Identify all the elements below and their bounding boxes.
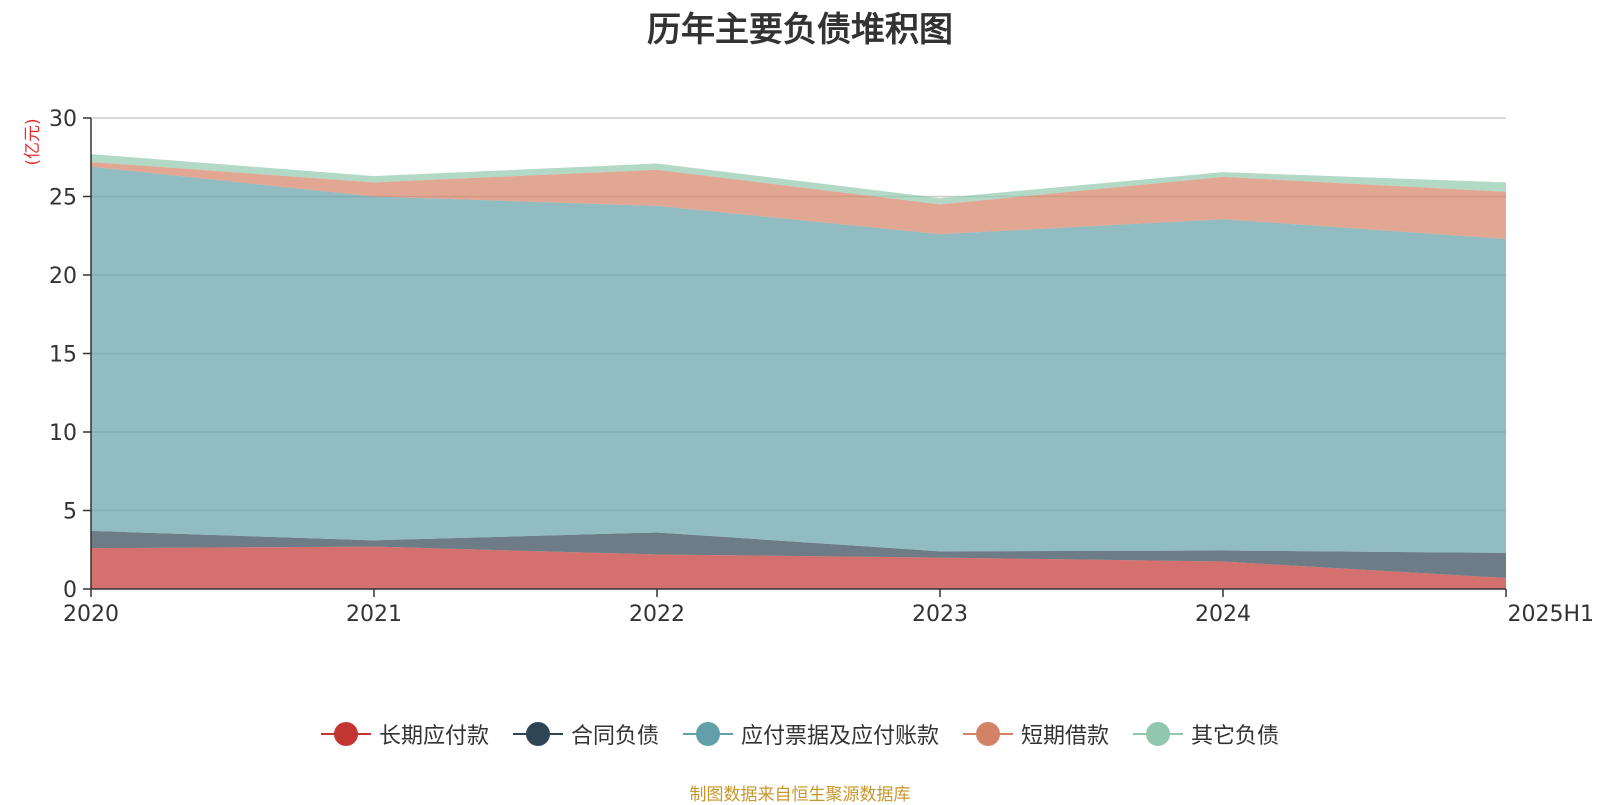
area-series-3 (91, 166, 1506, 553)
axes (83, 117, 1507, 597)
legend-item-4[interactable]: 短期借款 (963, 718, 1109, 750)
area-series-1 (91, 546, 1506, 589)
legend-item-1[interactable]: 长期应付款 (320, 718, 489, 750)
x-tick-label: 2025H1 (1507, 602, 1594, 627)
legend-label: 短期借款 (1021, 724, 1110, 749)
legend-label: 其它负债 (1191, 724, 1280, 749)
y-tick-label: 15 (49, 343, 77, 368)
x-tick-label: 2022 (629, 602, 685, 627)
legend-marker-icon (682, 722, 733, 746)
x-tick-label: 2023 (912, 602, 968, 627)
legend-marker-icon (320, 722, 371, 746)
y-tick-label: 20 (49, 264, 77, 289)
legend-item-2[interactable]: 合同负债 (512, 718, 659, 750)
legend: 长期应付款 合同负债 应付票据及应付账款 短期借款 其它负债 (0, 718, 1600, 750)
legend-marker-icon (963, 722, 1013, 746)
x-tick-label: 2021 (346, 602, 402, 627)
legend-item-5[interactable]: 其它负债 (1133, 718, 1279, 750)
legend-label: 应付票据及应付账款 (740, 724, 939, 749)
area-series-5 (91, 154, 1506, 205)
y-unit-label: (亿元) (23, 118, 43, 165)
y-tick-label: 0 (63, 578, 77, 603)
legend-marker-icon (1133, 722, 1184, 746)
y-tick-label: 10 (49, 421, 77, 446)
source-note: 制图数据来自恒生聚源数据库 (689, 785, 911, 805)
y-tick-label: 30 (49, 107, 77, 132)
x-tick-label: 2024 (1195, 602, 1251, 627)
tick-labels: 0 5 10 15 20 25 30 2020 2021 2022 2023 2024 2025H1 (亿… (23, 107, 1594, 627)
area-series (91, 154, 1506, 589)
legend-label: 合同负债 (570, 724, 659, 749)
legend-label: 长期应付款 (378, 724, 489, 749)
y-tick-label: 25 (49, 186, 77, 211)
y-tick-label: 5 (63, 500, 77, 525)
area-series-4 (91, 161, 1506, 239)
x-tick-label: 2020 (63, 602, 119, 627)
legend-marker-icon (512, 722, 563, 746)
chart-title: 历年主要负债堆积图 (647, 10, 953, 50)
legend-item-3[interactable]: 应付票据及应付账款 (682, 718, 939, 750)
area-series-2 (91, 530, 1506, 579)
